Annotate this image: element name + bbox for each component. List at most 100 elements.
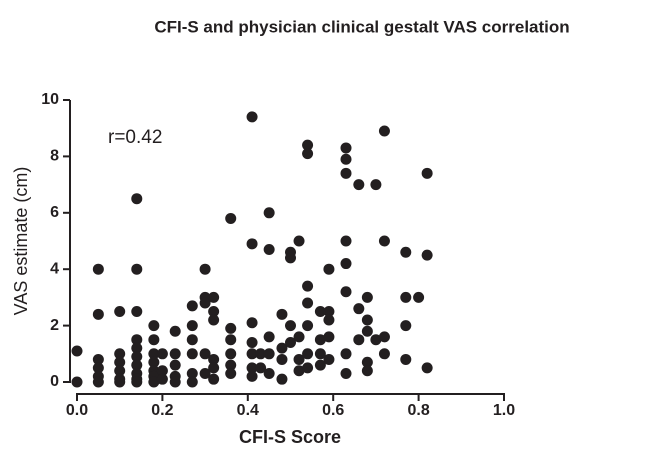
- annotation: r=0.42: [108, 127, 162, 148]
- point: [340, 167, 352, 179]
- point: [169, 359, 181, 371]
- point: [340, 368, 352, 380]
- point: [225, 348, 237, 360]
- point: [148, 356, 160, 368]
- point: [148, 320, 160, 332]
- point: [246, 370, 258, 382]
- point: [92, 353, 104, 365]
- y-axis-label: VAS estimate (cm): [11, 167, 31, 316]
- point: [71, 376, 83, 388]
- point: [353, 179, 365, 191]
- point: [199, 348, 211, 360]
- point: [340, 286, 352, 298]
- point: [208, 373, 220, 385]
- point: [361, 291, 373, 303]
- point: [255, 362, 267, 374]
- point: [246, 337, 258, 349]
- x-tick-label: 0.0: [66, 402, 88, 419]
- point: [148, 334, 160, 346]
- point: [148, 376, 160, 388]
- point: [148, 348, 160, 360]
- point: [323, 331, 335, 343]
- point: [400, 291, 412, 303]
- point: [314, 348, 326, 360]
- point: [208, 353, 220, 365]
- x-tick-label: 1.0: [493, 402, 515, 419]
- point: [225, 334, 237, 346]
- y-tick-label: 8: [50, 148, 59, 165]
- point: [340, 142, 352, 154]
- point: [92, 362, 104, 374]
- point: [131, 359, 143, 371]
- point: [323, 314, 335, 326]
- point: [285, 320, 296, 332]
- x-tick-label: 0.2: [151, 402, 173, 419]
- point: [186, 368, 198, 380]
- point: [421, 249, 433, 261]
- chart-title: CFI-S and physician clinical gestalt VAS…: [154, 17, 569, 36]
- point: [276, 373, 288, 385]
- point: [293, 353, 305, 365]
- point: [92, 263, 104, 275]
- point: [114, 306, 126, 317]
- point: [263, 331, 275, 343]
- point: [276, 342, 288, 354]
- point: [421, 167, 433, 179]
- point: [314, 359, 326, 371]
- point: [361, 314, 373, 326]
- point: [131, 351, 143, 363]
- point: [400, 246, 412, 258]
- point: [246, 348, 258, 360]
- point: [361, 325, 373, 337]
- point: [199, 368, 211, 380]
- point: [225, 359, 237, 371]
- point: [361, 365, 373, 377]
- x-tick-label: 0.4: [237, 402, 259, 419]
- point: [378, 235, 390, 247]
- y-tick-label: 6: [50, 204, 59, 221]
- point: [263, 368, 275, 380]
- point: [293, 235, 305, 247]
- point: [71, 345, 83, 357]
- point: [276, 353, 288, 365]
- point: [199, 263, 211, 275]
- point: [302, 297, 314, 309]
- point: [413, 291, 425, 303]
- point: [92, 376, 104, 388]
- point: [302, 148, 314, 160]
- point: [131, 342, 143, 354]
- point: [302, 139, 314, 151]
- point: [340, 235, 352, 247]
- point: [263, 243, 275, 255]
- x-tick-label: 0.6: [322, 402, 344, 419]
- point: [378, 125, 390, 137]
- point: [131, 193, 143, 205]
- point: [400, 353, 412, 365]
- point: [131, 334, 143, 346]
- point: [285, 252, 296, 264]
- point: [199, 297, 211, 309]
- point: [186, 300, 198, 312]
- point: [302, 280, 314, 292]
- point: [353, 334, 365, 346]
- point: [156, 348, 168, 360]
- point: [361, 356, 373, 368]
- point: [340, 258, 352, 270]
- point: [302, 362, 314, 374]
- point: [114, 365, 126, 377]
- point: [186, 348, 198, 360]
- point: [246, 362, 258, 374]
- point: [186, 376, 198, 388]
- point: [208, 291, 220, 303]
- point: [156, 373, 168, 385]
- point: [370, 179, 382, 191]
- point: [400, 320, 412, 332]
- point: [263, 348, 275, 360]
- point: [131, 263, 143, 275]
- point: [353, 303, 365, 315]
- point: [293, 331, 305, 343]
- point: [131, 306, 143, 317]
- point: [302, 348, 314, 360]
- point: [208, 362, 220, 374]
- point: [263, 207, 275, 219]
